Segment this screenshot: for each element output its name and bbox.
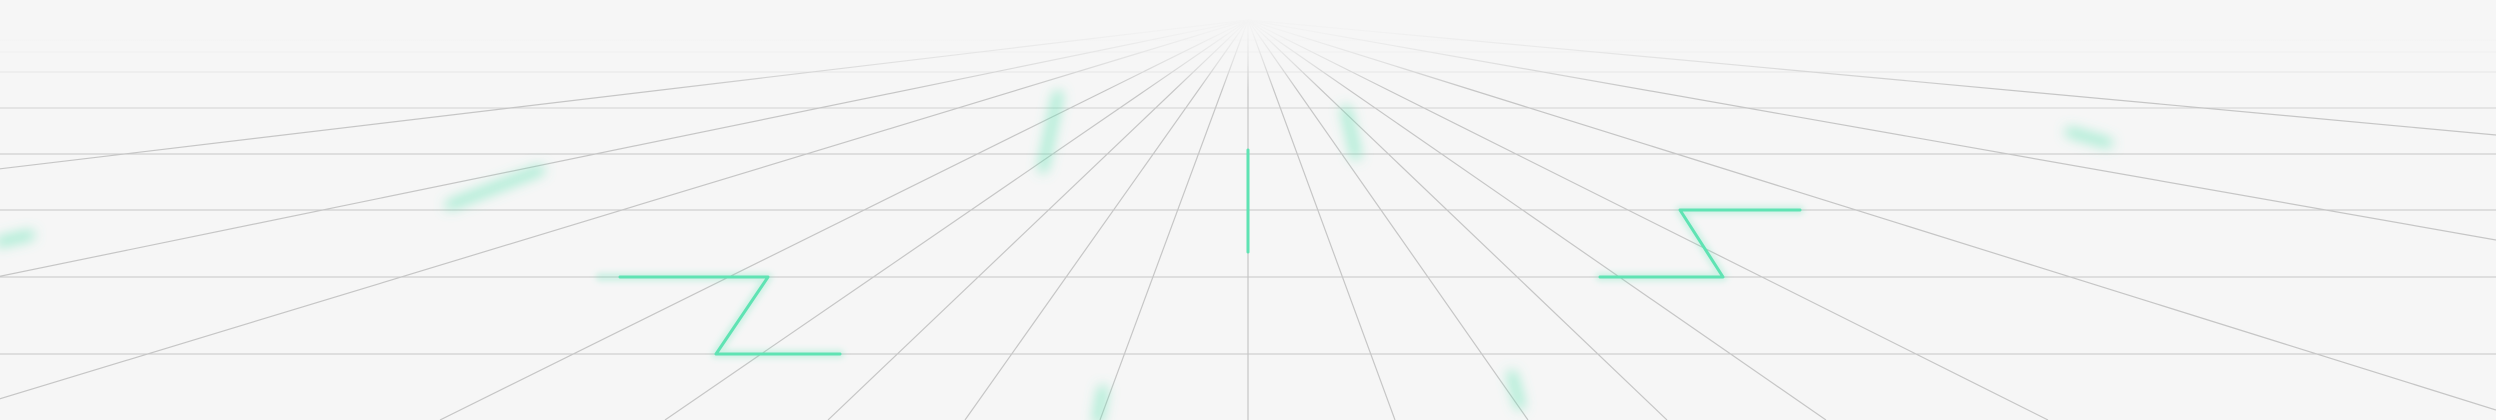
- grid-line: [1247, 19, 2049, 420]
- grid-line: [1099, 19, 1249, 420]
- accent-glow-streaks: [0, 90, 2113, 420]
- grid-line: [0, 19, 1249, 170]
- grid-line: [827, 19, 1249, 420]
- grid-line: [1247, 19, 2496, 136]
- grid-line: [0, 19, 1249, 277]
- accent-trail-left-step: [595, 272, 845, 359]
- accent-trail-right-step: [1595, 205, 1805, 282]
- grid-line: [1247, 19, 1827, 420]
- grid-line: [1247, 19, 2496, 241]
- grid-line: [1247, 19, 1396, 420]
- grid-line: [964, 19, 1249, 420]
- grid-line: [439, 19, 1249, 420]
- accent-trails: [0, 90, 2113, 420]
- grid-line: [1247, 19, 1529, 420]
- grid-line: [0, 19, 1249, 400]
- grid-line: [1247, 19, 2496, 411]
- grid-line: [1247, 19, 1668, 420]
